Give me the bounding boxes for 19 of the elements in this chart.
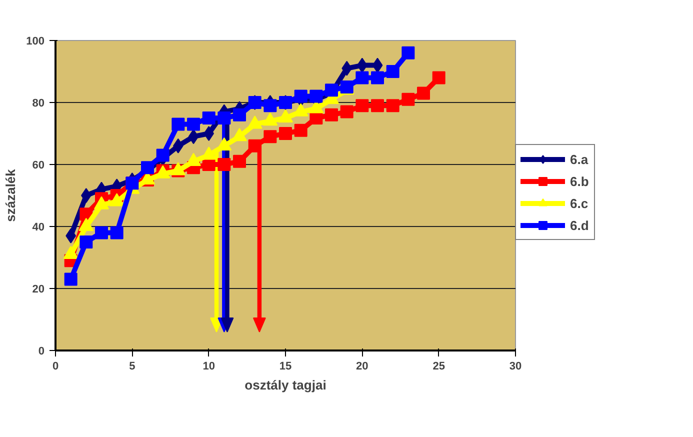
y-tick-label: 40 [32, 222, 45, 234]
legend-label: 6.b [570, 174, 590, 188]
x-tick-label: 5 [129, 360, 136, 372]
x-tick-label: 15 [279, 360, 292, 372]
x-tick-label: 30 [509, 360, 522, 372]
y-tick-label: 80 [32, 98, 45, 110]
y-tick-label: 100 [26, 36, 45, 48]
legend-label: 6.d [570, 218, 590, 232]
y-axis-title: százalék [3, 168, 18, 222]
y-tick-label: 20 [32, 284, 45, 296]
legend-label: 6.c [570, 196, 590, 210]
x-axis-title: osztály tagjai [244, 378, 326, 392]
x-tick-label: 0 [52, 360, 59, 372]
y-tick-label: 0 [38, 346, 45, 358]
x-tick-label: 20 [356, 360, 368, 372]
x-tick-label: 10 [202, 360, 215, 372]
legend-label: 6.a [570, 152, 590, 166]
x-tick-label: 25 [432, 360, 445, 372]
y-tick-label: 60 [32, 160, 45, 172]
